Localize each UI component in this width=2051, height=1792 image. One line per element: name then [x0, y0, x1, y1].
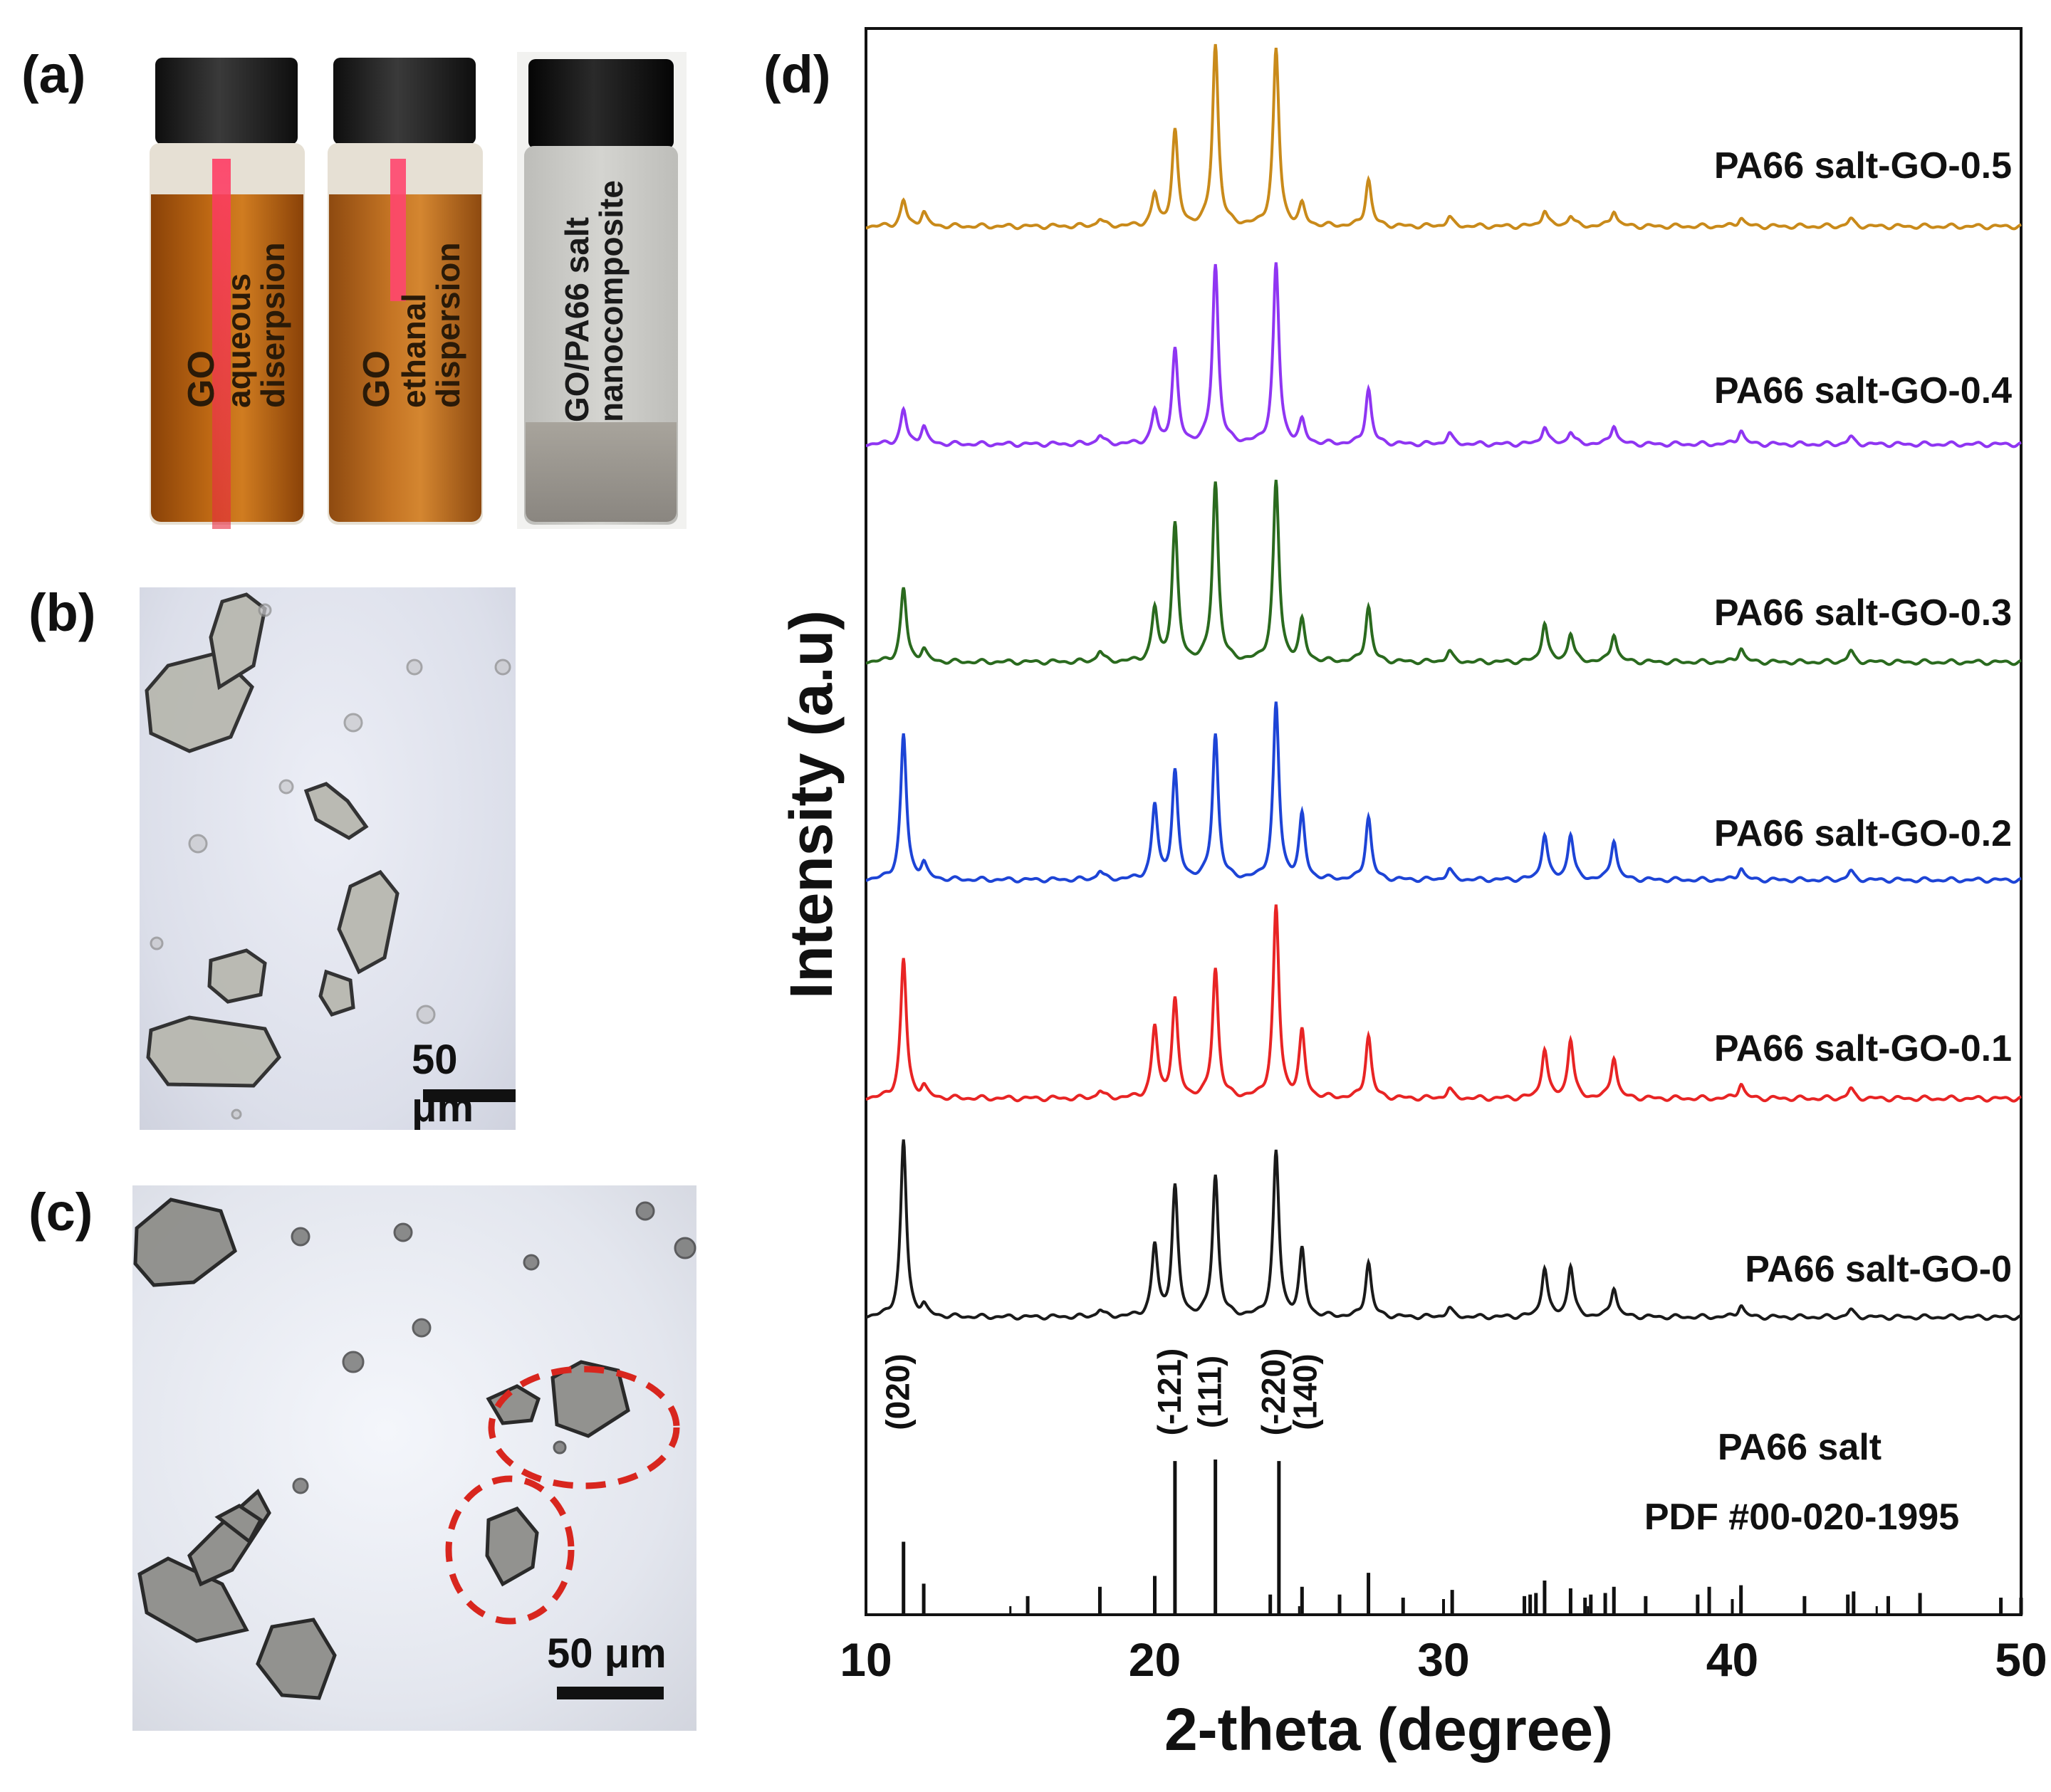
- miller-index-label: (020): [880, 1353, 917, 1430]
- crystal: [209, 592, 267, 691]
- crystals-b: [145, 592, 511, 1120]
- x-tick-label: 30: [1417, 1633, 1469, 1686]
- particle: [188, 834, 208, 854]
- particle: [406, 659, 423, 676]
- crystal: [337, 869, 400, 975]
- vials-photo: GO aqueous diserpsion GO ethanal dispers…: [140, 52, 517, 529]
- micrograph-go-pa66-salt: 50 μm: [132, 1185, 696, 1731]
- laser-beam: [212, 159, 231, 529]
- x-tick-label: 40: [1706, 1633, 1758, 1686]
- series-label: PA66 salt-GO-0.4: [1714, 370, 2012, 412]
- particle: [292, 1477, 309, 1494]
- laser-beam: [390, 159, 406, 301]
- crystal: [486, 1384, 541, 1425]
- panel-label-c: (c): [28, 1183, 93, 1242]
- particle: [393, 1222, 413, 1242]
- particle: [343, 713, 363, 733]
- series-label: PA66 salt-GO-0.1: [1714, 1028, 2012, 1069]
- highlight-circle: [445, 1475, 575, 1625]
- vial-go-ethanal: GO ethanal dispersion: [318, 52, 494, 529]
- plot-area: 10 20 30 40 50 PA66 salt-GO-0.5 PA66 salt-GO-0…: [840, 27, 2047, 1686]
- series-line: [865, 479, 2022, 666]
- x-tick-label: 10: [840, 1633, 892, 1686]
- scale-bar-b: [423, 1089, 516, 1102]
- particle: [553, 1440, 567, 1455]
- particle: [494, 659, 511, 676]
- vial-cap: [155, 58, 298, 145]
- series-line: [865, 701, 2022, 884]
- crystal: [485, 1507, 539, 1587]
- vial-label: GO ethanal dispersion: [356, 242, 466, 408]
- panel-label-a: (a): [21, 45, 86, 104]
- x-tick-label: 20: [1129, 1633, 1181, 1686]
- particle: [278, 779, 294, 795]
- vial-go-pa66: GO/PA66 salt nanocomposite: [517, 52, 687, 529]
- scale-label-b: 50 μm: [412, 1037, 474, 1130]
- miller-index-label: (-121): [1151, 1348, 1188, 1436]
- crystal: [137, 1556, 249, 1643]
- crystal: [133, 1198, 237, 1287]
- plot-frame: [865, 27, 2023, 1616]
- crystal: [146, 1015, 281, 1088]
- crystal: [187, 1489, 271, 1587]
- scale-label-c: 50 μm: [547, 1630, 667, 1677]
- vial-cap: [333, 58, 476, 145]
- vial-cap: [528, 59, 674, 149]
- crystal: [256, 1618, 337, 1700]
- particle: [291, 1227, 310, 1247]
- highlight-circle: [488, 1366, 680, 1489]
- panel-label-b: (b): [28, 583, 96, 642]
- particle: [231, 1109, 242, 1120]
- vial-go-aqueous: GO aqueous diserpsion: [140, 52, 316, 529]
- miller-index-label: (-220): [1255, 1348, 1292, 1436]
- particle: [674, 1237, 696, 1259]
- miller-index-label: (111): [1191, 1356, 1228, 1428]
- x-tick-label: 50: [1995, 1633, 2047, 1686]
- reference-title-1: PA66 salt: [1718, 1427, 1882, 1468]
- crystals-c: [133, 1198, 696, 1700]
- crystal: [318, 969, 355, 1017]
- vial-label: GO/PA66 salt nanocomposite: [558, 180, 630, 422]
- particle: [635, 1201, 655, 1221]
- particle: [342, 1351, 365, 1373]
- crystal: [207, 948, 267, 1004]
- miller-index-label: (140): [1286, 1353, 1323, 1430]
- micrograph-pa66-salt: 50 μm: [140, 587, 516, 1130]
- particle: [412, 1318, 432, 1338]
- reference-title-2: PDF #00-020-1995: [1644, 1497, 1959, 1538]
- vial-label: GO aqueous diserpsion: [181, 242, 291, 408]
- scale-bar-c: [557, 1687, 664, 1699]
- particle: [150, 936, 164, 950]
- y-axis-title: Intensity (a.u): [778, 610, 845, 999]
- series-label: PA66 salt-GO-0.2: [1714, 813, 2012, 854]
- crystal: [550, 1360, 630, 1438]
- series-line: [865, 1139, 2022, 1321]
- vial-sediment: [526, 422, 677, 522]
- particle: [258, 603, 272, 617]
- particle: [416, 1005, 436, 1025]
- series-label: PA66 salt-GO-0.3: [1714, 592, 2012, 634]
- crystal: [303, 782, 369, 840]
- series-line: [865, 904, 2022, 1103]
- series-label: PA66 salt-GO-0: [1745, 1249, 2012, 1290]
- x-axis-title: 2-theta (degree): [1164, 1696, 1613, 1763]
- series-label: PA66 salt-GO-0.5: [1714, 145, 2012, 187]
- crystal: [214, 1504, 263, 1544]
- particle: [523, 1254, 540, 1271]
- panel-label-d: (d): [763, 45, 831, 104]
- series-line: [865, 262, 2022, 449]
- series-line: [865, 43, 2022, 231]
